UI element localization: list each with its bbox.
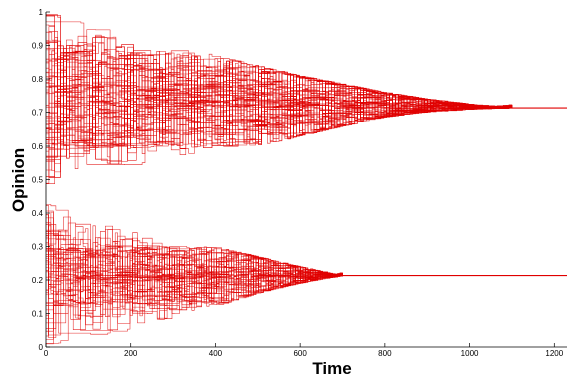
trajectory-line <box>46 49 567 143</box>
y-tick-label: 0.7 <box>32 109 44 118</box>
y-tick-label: 0.9 <box>32 42 44 51</box>
y-tick-label: 0.5 <box>32 176 44 185</box>
trajectory-line <box>46 235 567 345</box>
x-tick-label: 400 <box>209 349 223 358</box>
trajectory-line <box>46 255 567 332</box>
trajectory-line <box>46 54 567 140</box>
trajectory-line <box>46 48 567 171</box>
trajectory-line <box>46 231 567 298</box>
cluster-upper-trajectories <box>46 14 567 184</box>
plot-area <box>46 14 567 345</box>
trajectory-line <box>46 63 567 141</box>
y-tick-label: 0.3 <box>32 243 44 252</box>
trajectory-line <box>46 42 567 142</box>
trajectory-line <box>46 48 567 171</box>
trajectory-line <box>46 224 567 298</box>
trajectory-line <box>46 60 567 141</box>
trajectory-line <box>46 42 567 165</box>
trajectory-line <box>46 214 567 318</box>
trajectory-line <box>46 60 567 141</box>
trajectory-line <box>46 217 567 309</box>
trajectory-line <box>46 204 567 309</box>
trajectory-line <box>46 232 567 301</box>
cluster-lower-trajectories <box>46 204 567 345</box>
trajectory-line <box>46 21 567 146</box>
trajectory-line <box>46 248 567 324</box>
trajectory-line <box>46 249 567 337</box>
axes: 0 200 400 600 800 1000 1200 0 0.1 0.2 0.3 0.4 0.5 0.6… <box>32 8 567 358</box>
trajectory-line <box>46 246 567 329</box>
trajectory-line <box>46 210 567 320</box>
trajectory-line <box>46 246 567 335</box>
y-tick-label: 0.6 <box>32 142 44 151</box>
y-axis-title: Opinion <box>9 148 28 212</box>
trajectory-line <box>46 46 567 142</box>
y-tick-label: 0 <box>39 343 44 352</box>
trajectory-line <box>46 237 567 303</box>
y-tick-label: 0.8 <box>32 75 44 84</box>
trajectory-line <box>46 24 567 146</box>
y-tick-label: 0.1 <box>32 310 44 319</box>
trajectory-line <box>46 68 567 158</box>
y-tick-label: 0.4 <box>32 209 44 218</box>
trajectory-line <box>46 64 567 146</box>
x-tick-label: 800 <box>378 349 392 358</box>
trajectory-line <box>46 257 567 340</box>
x-tick-label: 1000 <box>461 349 479 358</box>
x-axis-title: Time <box>312 359 351 378</box>
trajectory-line <box>46 45 567 146</box>
x-tick-label: 600 <box>293 349 307 358</box>
trajectory-line <box>46 211 567 314</box>
trajectory-line <box>46 40 567 147</box>
trajectory-line <box>46 257 567 317</box>
trajectory-line <box>46 44 567 177</box>
x-tick-label: 0 <box>44 349 49 358</box>
trajectory-line <box>46 38 567 160</box>
trajectory-line <box>46 231 567 338</box>
y-tick-label: 1 <box>39 8 44 17</box>
trajectory-line <box>46 53 567 165</box>
x-tick-label: 1200 <box>545 349 563 358</box>
trajectory-line <box>46 57 567 143</box>
x-tick-label: 200 <box>124 349 138 358</box>
trajectory-line <box>46 57 567 162</box>
y-tick-label: 0.2 <box>32 276 44 285</box>
trajectory-line <box>46 45 567 146</box>
trajectory-line <box>46 229 567 311</box>
trajectory-line <box>46 43 567 157</box>
trajectory-line <box>46 40 567 159</box>
trajectory-line <box>46 245 567 330</box>
trajectory-line <box>46 223 567 311</box>
trajectory-line <box>46 216 567 304</box>
